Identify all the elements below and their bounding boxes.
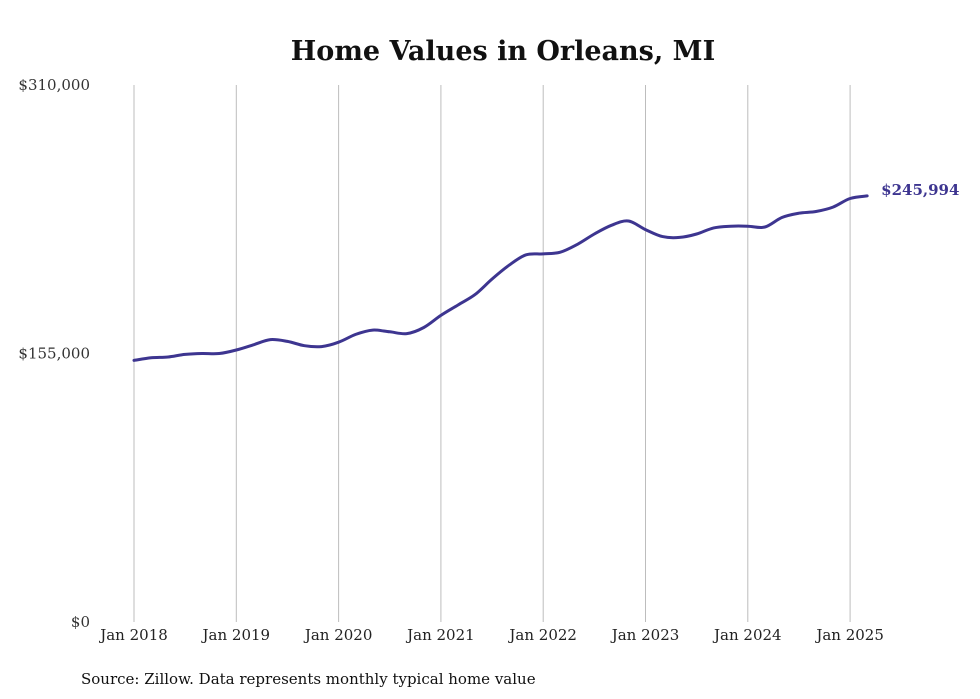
x-tick-label: Jan 2024	[712, 626, 782, 644]
chart-title: Home Values in Orleans, MI	[291, 36, 715, 67]
x-tick-label: Jan 2019	[201, 626, 271, 644]
y-tick-label: $0	[71, 613, 90, 631]
x-tick-label: Jan 2021	[405, 626, 475, 644]
y-axis-tick-labels: $0 $155,000 $310,000	[18, 76, 90, 631]
x-tick-label: Jan 2018	[98, 626, 168, 644]
end-value-label: $245,994	[881, 181, 959, 199]
x-tick-label: Jan 2022	[507, 626, 577, 644]
x-tick-label: Jan 2023	[610, 626, 680, 644]
x-tick-label: Jan 2025	[814, 626, 884, 644]
series-line-home-value	[132, 194, 869, 362]
x-axis-tick-labels: Jan 2018 Jan 2019 Jan 2020 Jan 2021 Jan 2022…	[98, 626, 884, 644]
source-note: Source: Zillow. Data represents monthly …	[81, 670, 536, 688]
y-tick-label: $310,000	[18, 76, 90, 94]
y-tick-label: $155,000	[18, 345, 90, 363]
gridlines	[133, 85, 851, 622]
x-tick-label: Jan 2020	[303, 626, 373, 644]
